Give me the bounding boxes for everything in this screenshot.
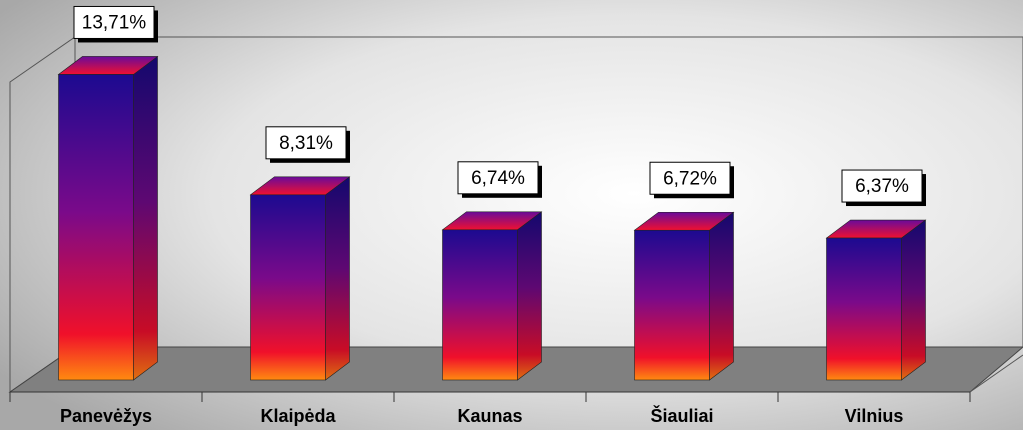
x-tick-label: Vilnius [845, 406, 904, 426]
bar [58, 74, 134, 381]
x-tick-label: Šiauliai [650, 405, 713, 426]
value-label: 8,31% [279, 133, 333, 154]
bar-side [517, 211, 542, 381]
value-label: 13,71% [82, 12, 147, 33]
floor-edge [969, 354, 1023, 393]
label-box [265, 126, 347, 160]
x-tick-label: Klaipėda [260, 406, 336, 426]
value-label: 6,72% [663, 168, 717, 189]
label-box [73, 5, 155, 39]
value-label: 6,74% [471, 168, 525, 189]
x-tick-label: Panevėžys [60, 406, 152, 426]
x-tick-label: Kaunas [457, 406, 522, 426]
plot: Panevėžys 13,71% Klaipėda 8,31% Kaunas 6,74% Š… [9, 5, 971, 426]
bar [250, 194, 326, 381]
label-box [649, 161, 731, 195]
bar-side [133, 55, 158, 381]
bar [634, 229, 710, 381]
bar-side [709, 211, 734, 381]
bar-side [325, 176, 350, 381]
value-label: 6,37% [855, 176, 909, 197]
bar-side [901, 219, 926, 381]
label-box [841, 169, 923, 203]
bar [826, 237, 902, 381]
bar [442, 229, 518, 381]
label-box [457, 161, 539, 195]
